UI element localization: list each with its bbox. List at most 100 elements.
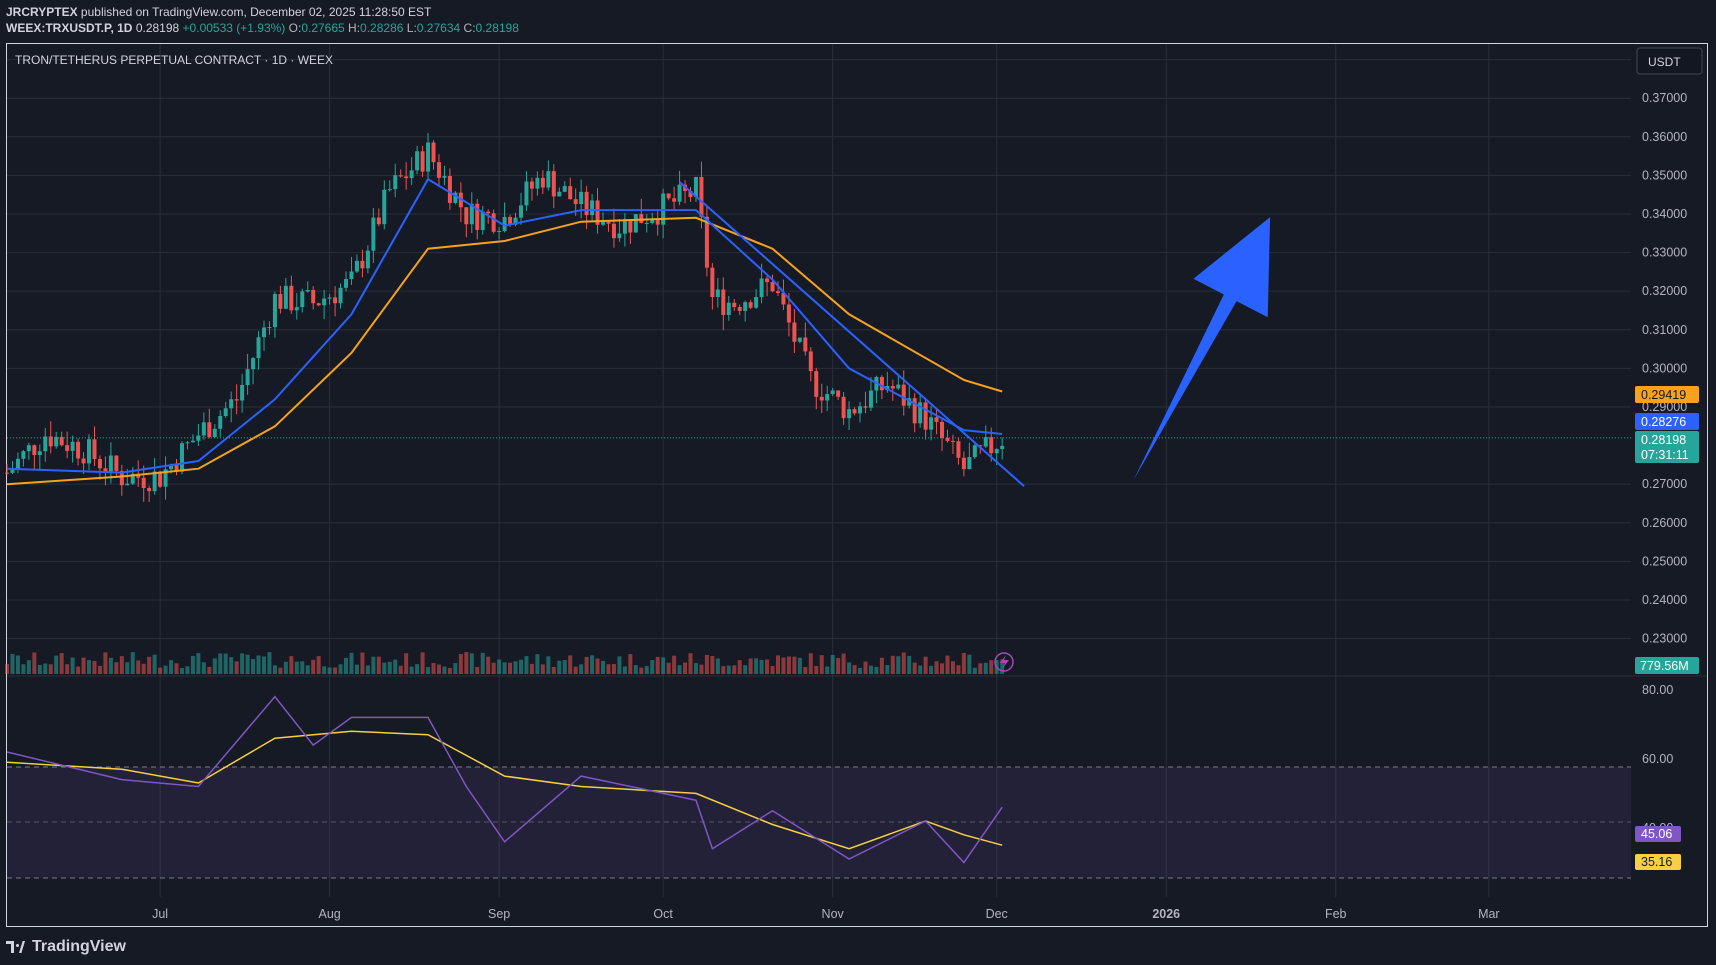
candle-body bbox=[267, 327, 272, 329]
candle-body bbox=[699, 176, 704, 217]
volume-bar bbox=[5, 664, 9, 674]
candle-body bbox=[393, 175, 398, 190]
volume-bar bbox=[901, 652, 906, 674]
volume-bar bbox=[508, 662, 513, 674]
candle-body bbox=[283, 285, 288, 309]
price-tick-label: 0.23000 bbox=[1642, 632, 1687, 646]
candle-body bbox=[70, 441, 75, 451]
footer-brand[interactable]: TradingView bbox=[6, 936, 126, 958]
candle-body bbox=[901, 384, 906, 406]
candle-body bbox=[344, 279, 349, 288]
candle-body bbox=[21, 451, 26, 459]
candle-body bbox=[486, 211, 491, 214]
volume-bar bbox=[354, 664, 359, 674]
time-tick-label: Aug bbox=[318, 907, 340, 921]
candle-body bbox=[354, 260, 359, 272]
volume-bar bbox=[710, 655, 715, 674]
tradingview-logo-icon bbox=[6, 941, 26, 953]
rsi-ma-line bbox=[6, 730, 1003, 850]
candle-body bbox=[945, 438, 950, 441]
candle-body bbox=[704, 216, 709, 268]
volume-bar bbox=[70, 657, 75, 674]
candle-body bbox=[748, 302, 753, 308]
candle-body bbox=[743, 302, 748, 311]
volume-bar bbox=[283, 661, 288, 674]
volume-bar bbox=[781, 657, 786, 674]
ema-fast-badge: 0.28276 bbox=[1635, 413, 1699, 430]
currency-button[interactable]: USDT bbox=[1636, 47, 1703, 75]
volume-bar bbox=[568, 655, 573, 674]
volume-bar bbox=[765, 659, 770, 674]
candle-body bbox=[103, 468, 108, 472]
volume-bar bbox=[573, 666, 578, 674]
candle-body bbox=[513, 217, 518, 225]
candle-body bbox=[595, 200, 600, 225]
candle-body bbox=[497, 230, 502, 232]
volume-bar bbox=[267, 652, 272, 674]
volume-bar bbox=[37, 664, 42, 674]
candle-body bbox=[529, 181, 534, 189]
volume-bar bbox=[644, 666, 649, 674]
svg-text:0.28276: 0.28276 bbox=[1641, 415, 1686, 429]
volume-bar bbox=[858, 667, 863, 674]
price-tick-label: 0.27000 bbox=[1642, 477, 1687, 491]
volume-bar bbox=[672, 655, 677, 674]
volume-bar bbox=[524, 656, 529, 674]
volume-bar bbox=[847, 662, 852, 674]
candle-body bbox=[43, 436, 48, 452]
volume-bar bbox=[683, 662, 688, 674]
price-tick-label: 0.37000 bbox=[1642, 91, 1687, 105]
volume-bar bbox=[562, 660, 567, 674]
price-tick-label: 0.25000 bbox=[1642, 554, 1687, 568]
gridlines bbox=[7, 44, 1631, 897]
price-tick-label: 0.24000 bbox=[1642, 593, 1687, 607]
price-axis[interactable]: 0.380000.370000.360000.350000.340000.330… bbox=[1642, 53, 1687, 646]
candle-body bbox=[76, 441, 81, 459]
candle-body bbox=[622, 219, 627, 234]
candle-body bbox=[524, 181, 529, 206]
volume-bar bbox=[732, 665, 737, 674]
candle-body bbox=[754, 297, 759, 308]
volume-bar bbox=[382, 662, 387, 674]
svg-text:35.16: 35.16 bbox=[1641, 855, 1672, 869]
volume-bar bbox=[158, 667, 163, 674]
candle-body bbox=[426, 142, 431, 172]
volume-bar bbox=[759, 659, 764, 674]
arrow-drawing[interactable] bbox=[1133, 217, 1271, 481]
candle-body bbox=[387, 189, 392, 191]
candle-body bbox=[606, 222, 611, 224]
volume-bar bbox=[404, 653, 409, 674]
candle-body bbox=[639, 214, 644, 224]
candle-body bbox=[814, 371, 819, 397]
volume-bar bbox=[934, 661, 939, 674]
volume-bar bbox=[453, 663, 458, 674]
candle-body bbox=[929, 417, 934, 430]
volume-bar bbox=[261, 656, 266, 674]
candle-body bbox=[5, 472, 9, 474]
candle-body bbox=[540, 177, 545, 188]
price-tick-label: 0.26000 bbox=[1642, 516, 1687, 530]
rsi-tick-label: 60.00 bbox=[1642, 752, 1673, 766]
candle-body bbox=[994, 449, 999, 454]
time-tick-label: Dec bbox=[986, 907, 1008, 921]
candle-body bbox=[333, 297, 338, 304]
volume-bar bbox=[617, 656, 622, 674]
volume-bar bbox=[125, 662, 130, 674]
candle-body bbox=[551, 171, 556, 197]
time-axis[interactable]: Jul Aug Sep Oct Nov Dec 2026 Feb Mar bbox=[152, 907, 1499, 921]
volume-bar bbox=[770, 666, 775, 674]
volume-bar bbox=[278, 667, 283, 674]
bolt-icon[interactable] bbox=[994, 652, 1014, 672]
volume-bar bbox=[92, 660, 97, 674]
volume-bar bbox=[540, 664, 545, 674]
trendline[interactable] bbox=[678, 181, 1025, 487]
volume-bar bbox=[978, 663, 983, 674]
volume-bar bbox=[715, 658, 720, 674]
volume-bar bbox=[551, 666, 556, 674]
candle-body bbox=[650, 219, 655, 223]
candle-body bbox=[737, 307, 742, 311]
candle-body bbox=[715, 289, 720, 298]
volume-bar bbox=[666, 662, 671, 674]
